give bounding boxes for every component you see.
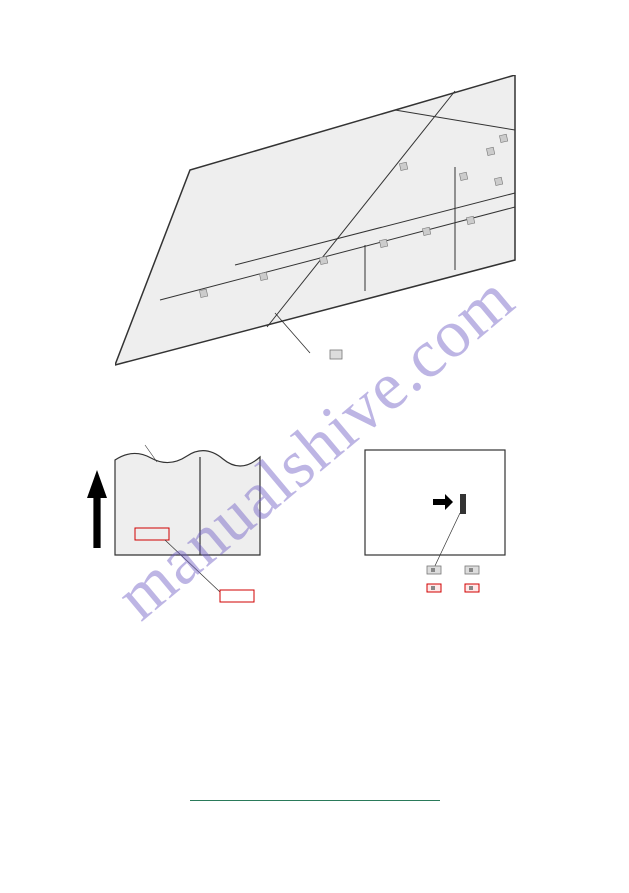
main-wing-diagram (115, 75, 535, 380)
detail-left-panel (115, 450, 295, 625)
footer-divider (190, 800, 440, 801)
detail-right-svg (365, 450, 525, 610)
wing-svg (115, 75, 535, 375)
manual-page: manualshive.com (0, 0, 629, 893)
detail-left-svg (115, 450, 295, 620)
detail-right-panel (365, 450, 525, 615)
